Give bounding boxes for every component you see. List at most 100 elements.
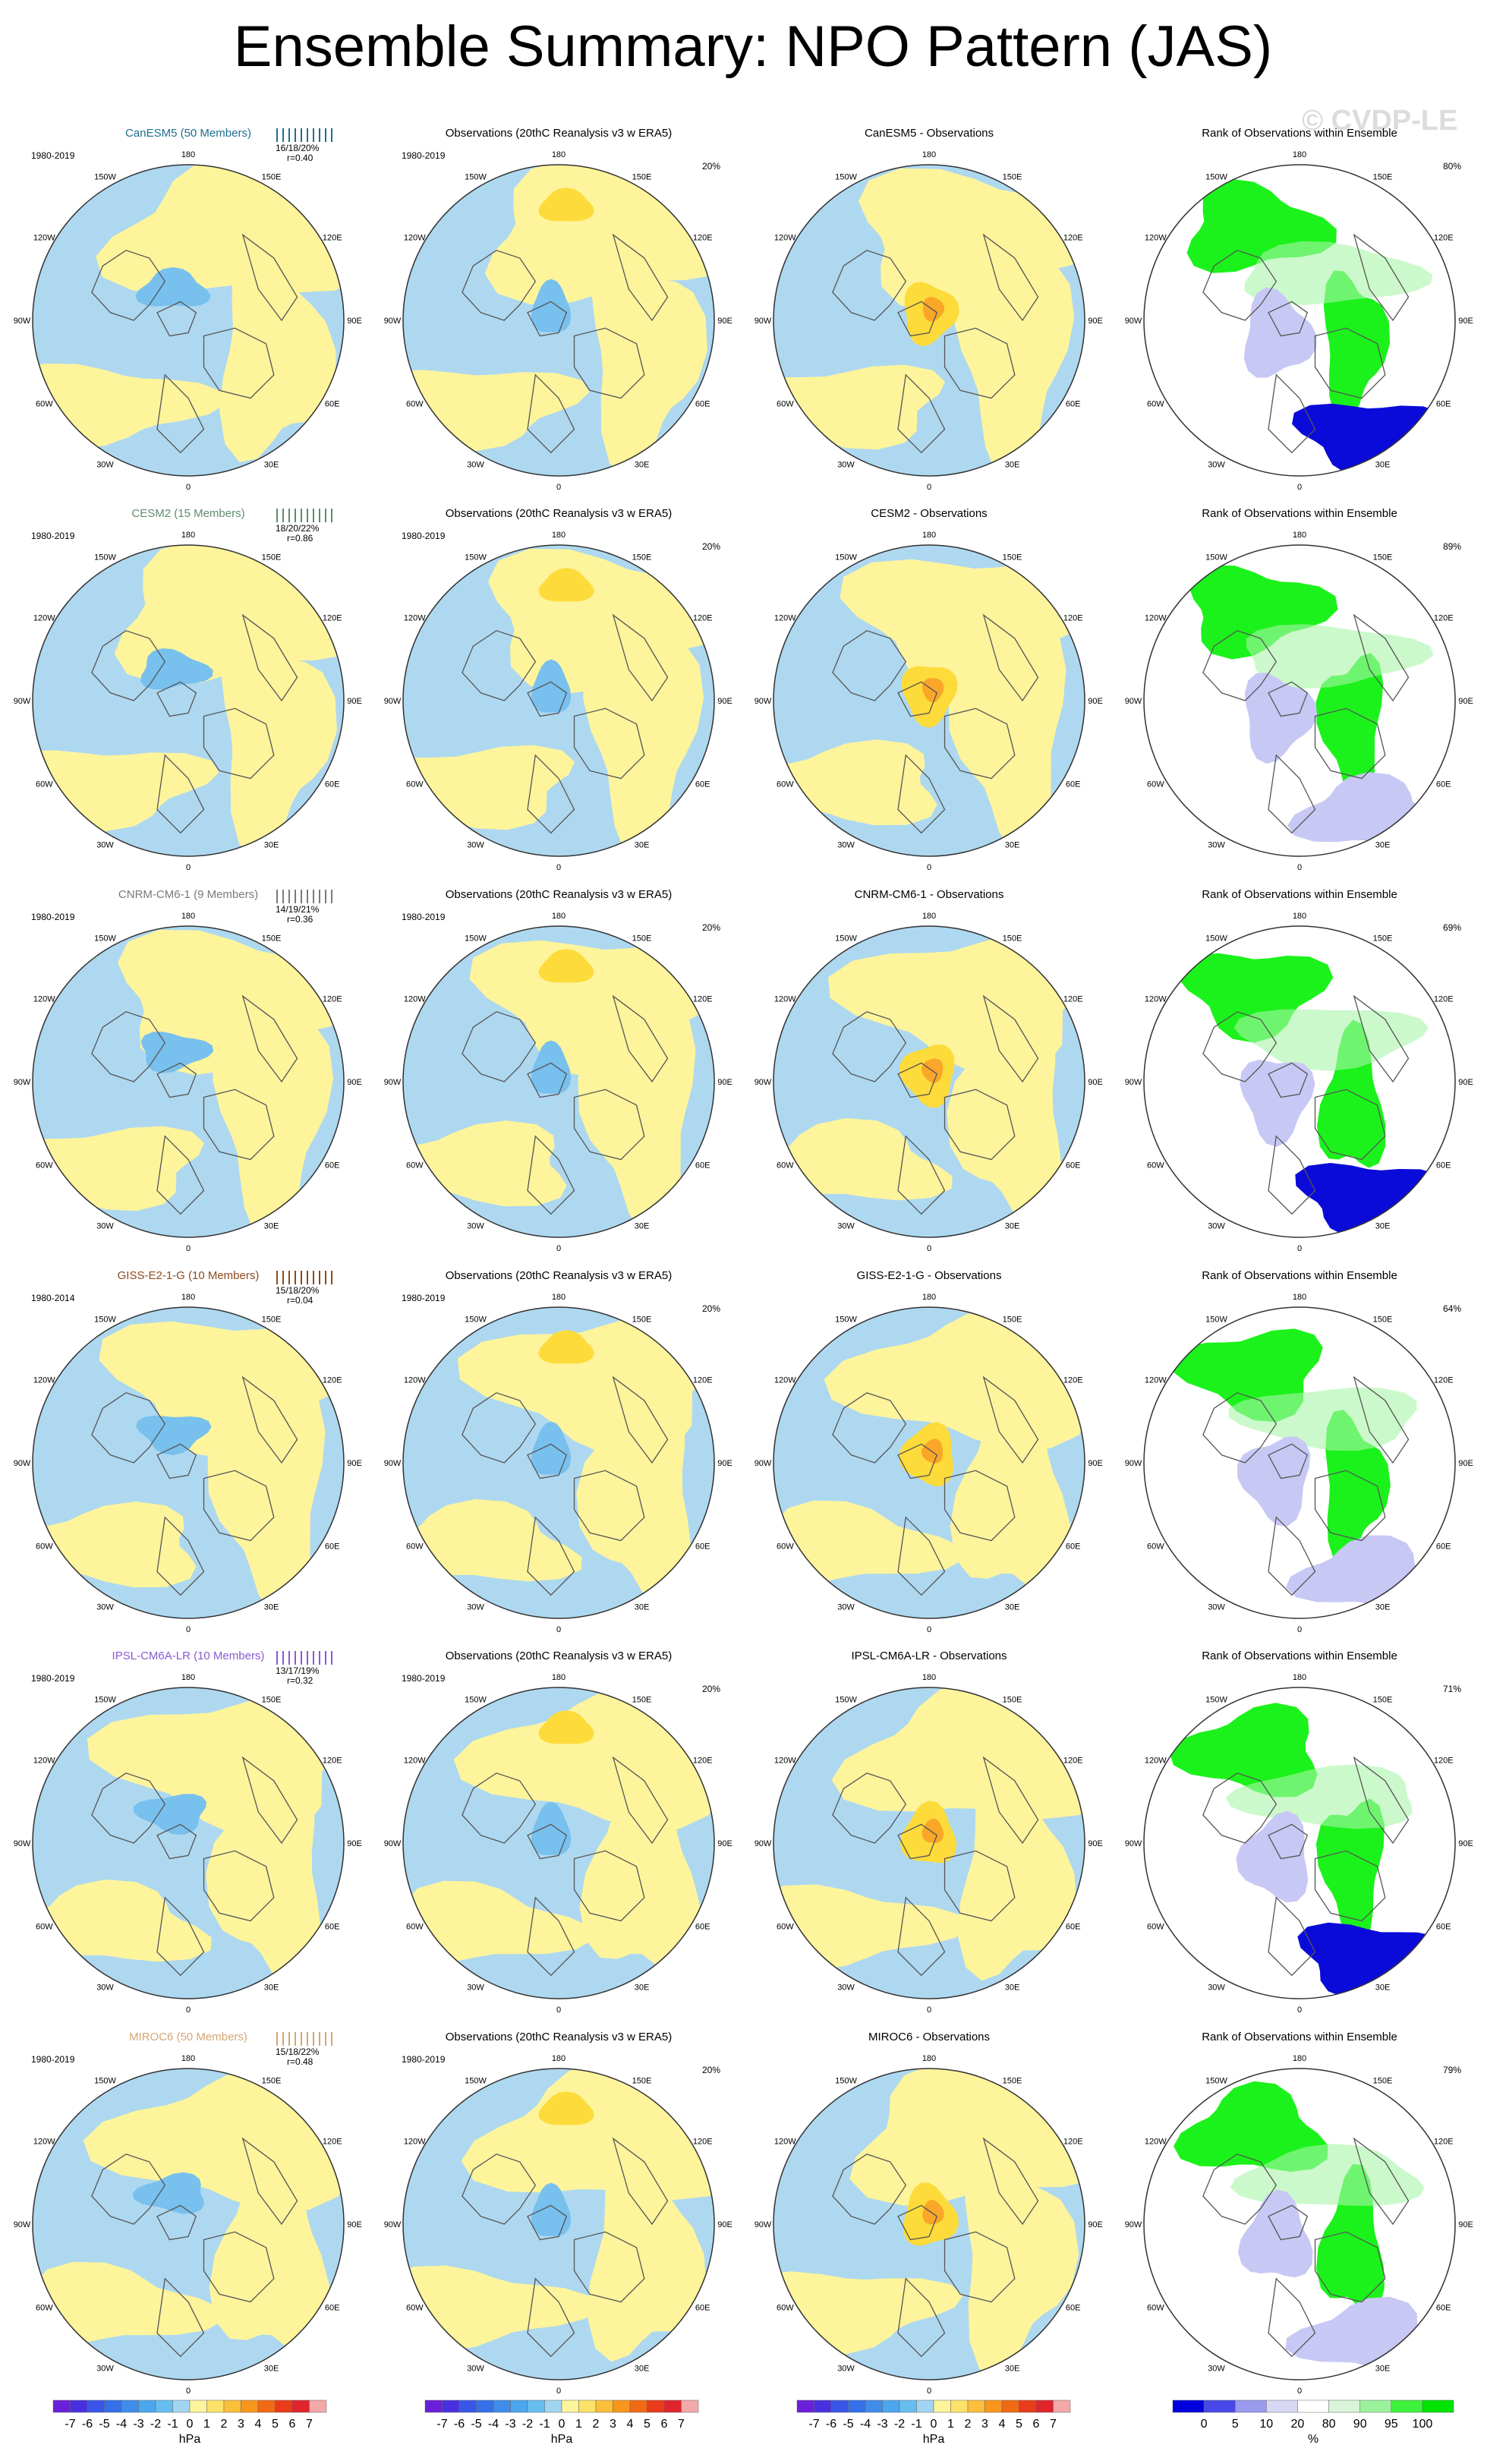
panel-row3-diff: 180 150E 120E 90E 60E 30E 0 30W 60W 90W 120W 150W CN… (755, 888, 1103, 1253)
coastline (91, 1011, 166, 1082)
map-field (403, 165, 714, 476)
lon-label: 150E (632, 553, 652, 562)
lon-label: 90E (1458, 697, 1473, 706)
panel-row1-model: 180 150E 120E 90E 60E 30E 0 30W 60W 90W 120W 150W Ca… (14, 127, 362, 492)
negative-strong-region (140, 1032, 214, 1073)
colorbar-tick-label: 1 (947, 2418, 954, 2431)
colorbar-tick-label: 1 (203, 2418, 210, 2431)
coastline (573, 707, 645, 780)
lon-label: 120E (1434, 1757, 1454, 1766)
lon-label: 90W (1125, 317, 1142, 326)
lon-label: 180 (922, 150, 936, 159)
colorbar-tick-label: 6 (289, 2418, 296, 2431)
lon-label: 150E (262, 172, 282, 181)
colorbar-swatch (1359, 2399, 1392, 2413)
colorbar-swatch (257, 2399, 276, 2413)
negative-strong-region (133, 1794, 207, 1835)
coastline (203, 1850, 275, 1922)
lon-label: 150W (465, 934, 487, 943)
rank-high-region (1323, 270, 1391, 425)
lon-label: 120E (1063, 1376, 1083, 1385)
coastline (1314, 1850, 1386, 1922)
positive-strong-region (538, 568, 594, 602)
lon-label: 0 (1297, 1625, 1302, 1634)
lon-label: 90E (1088, 1459, 1103, 1468)
lon-label: 30W (1208, 1222, 1225, 1231)
panel-title: IPSL-CM6A-LR (10 Members) (112, 1649, 265, 1662)
colorbar-tick-label: -6 (454, 2418, 465, 2431)
lon-label: 30W (837, 1222, 855, 1231)
coastline (91, 1772, 166, 1844)
lon-label: 120E (323, 995, 342, 1004)
panel-title: Rank of Observations within Ensemble (1202, 507, 1397, 520)
map-field (403, 926, 714, 1237)
period-label: 1980-2019 (402, 2054, 446, 2065)
coastline (1314, 707, 1386, 780)
coastline (1202, 630, 1278, 701)
pattern-percent: 71% (1443, 1684, 1461, 1694)
map-border (1143, 925, 1456, 1238)
colorbar-tick-label: -3 (877, 2418, 887, 2431)
panel-title: Rank of Observations within Ensemble (1202, 1649, 1397, 1662)
lon-label: 120W (33, 614, 55, 623)
panel-title: CNRM-CM6-1 - Observations (855, 888, 1004, 901)
lon-label: 180 (1293, 912, 1306, 921)
lon-label: 30E (1005, 841, 1020, 850)
colorbar-swatch (309, 2399, 327, 2413)
coastline (1268, 681, 1309, 717)
lon-label: 150W (1205, 172, 1227, 181)
colorbar-tick-label: -1 (911, 2418, 922, 2431)
lon-label: 150E (262, 1695, 282, 1704)
coastline (1268, 2204, 1309, 2241)
coastline (944, 707, 1016, 780)
lon-label: 60W (777, 1161, 794, 1171)
lon-label: 120E (1063, 995, 1083, 1004)
lon-label: 180 (181, 912, 195, 921)
lon-label: 180 (181, 531, 195, 540)
coastline (897, 754, 946, 834)
positive-region (773, 739, 937, 826)
lon-label: 30W (837, 841, 855, 850)
lon-label: 150W (1205, 2076, 1227, 2085)
lon-label: 150E (1373, 172, 1393, 181)
lon-label: 150W (1205, 553, 1227, 562)
panel-row3-model: 180 150E 120E 90E 60E 30E 0 30W 60W 90W 120W 150W CN… (14, 888, 362, 1253)
map-border (32, 2068, 345, 2381)
lon-label: 180 (1293, 2054, 1306, 2063)
coastline (527, 1823, 568, 1860)
map-border (402, 925, 715, 1238)
coastline (91, 250, 166, 321)
lon-label: 120W (404, 1757, 426, 1766)
coastline (156, 1516, 205, 1596)
colorbar-swatch (1203, 2399, 1236, 2413)
colorbar-swatch (796, 2399, 814, 2413)
colorbar-tick-label: -5 (471, 2418, 481, 2431)
lon-label: 120W (1145, 1757, 1167, 1766)
positive-region (958, 1745, 1077, 1981)
colorbar-tick-label: 20 (1291, 2418, 1305, 2431)
lon-label: 0 (186, 1244, 191, 1253)
colorbar-tick-label: -2 (894, 2418, 905, 2431)
lon-label: 90W (14, 1078, 31, 1087)
lon-label: 60W (777, 2304, 794, 2313)
colorbar-rank: 0 5 10 20 80 90 95 100% (1172, 2399, 1454, 2446)
lon-label: 180 (552, 1673, 566, 1682)
positive-peak-region (922, 1818, 944, 1843)
colorbar-swatch (275, 2399, 293, 2413)
lon-label: 120E (693, 614, 713, 623)
lon-label: 150W (835, 1695, 857, 1704)
map-field (403, 545, 714, 856)
lon-label: 180 (181, 1673, 195, 1682)
colorbar-swatch (52, 2399, 71, 2413)
coastline (897, 2277, 946, 2358)
map-border (1143, 1306, 1456, 1619)
lon-label: 60W (406, 780, 424, 789)
lon-label: 120W (1145, 995, 1167, 1004)
lon-label: 60W (1147, 1542, 1164, 1552)
stat-line-2: r=0.36 (287, 914, 313, 925)
coastline (156, 1443, 197, 1479)
coastline (1268, 2277, 1316, 2358)
colorbar-swatch (458, 2399, 477, 2413)
lon-label: 60W (777, 400, 794, 409)
period-label: 1980-2019 (402, 531, 446, 541)
